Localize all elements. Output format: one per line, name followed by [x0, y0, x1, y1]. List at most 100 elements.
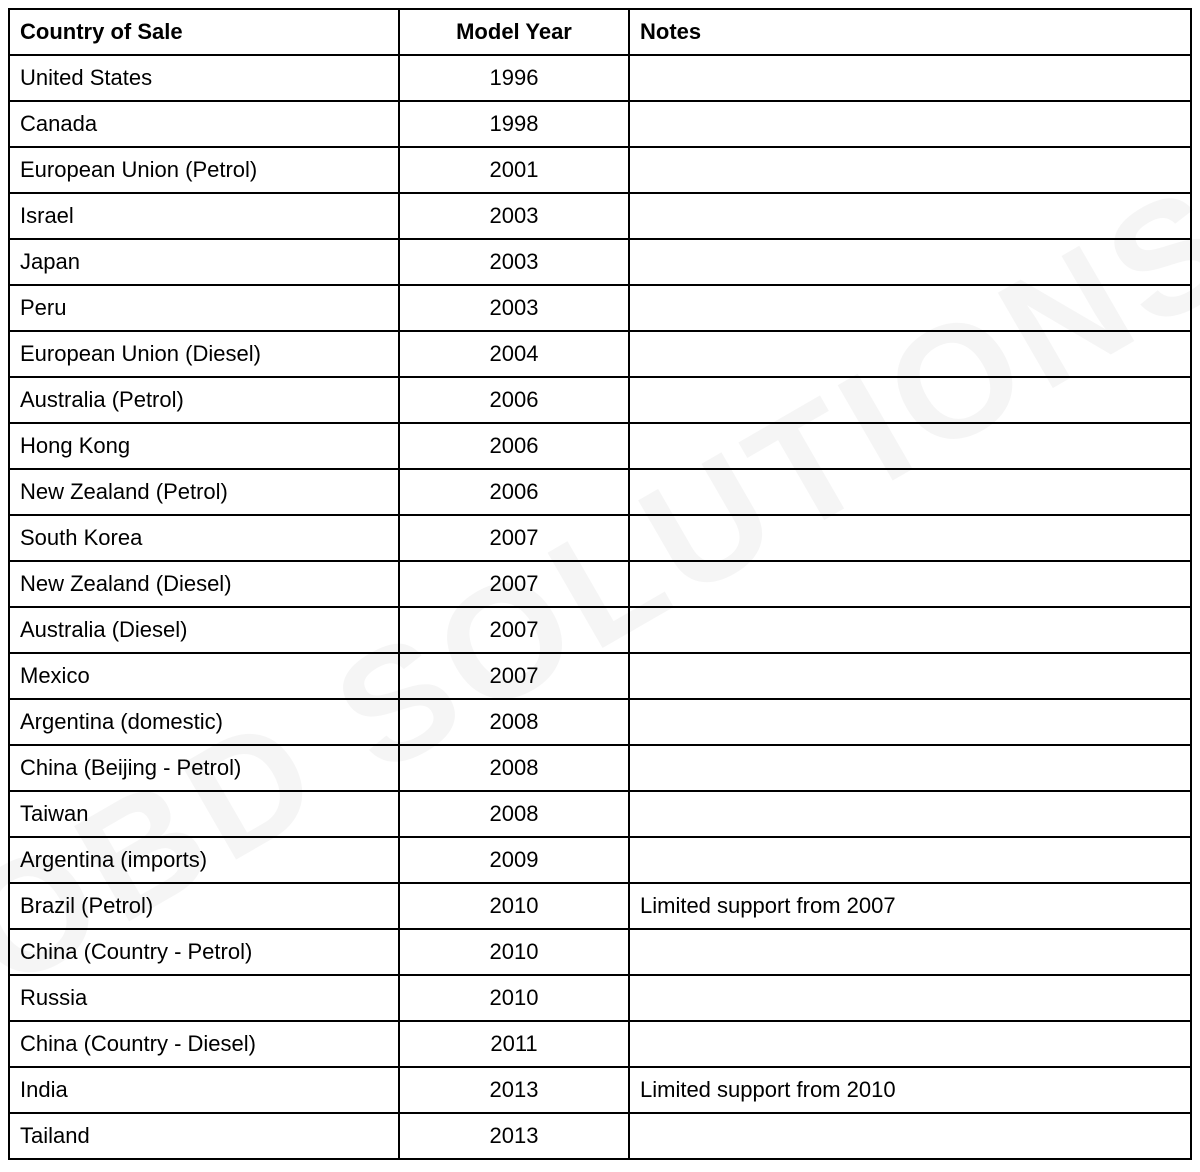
cell-year: 2007: [399, 515, 629, 561]
cell-country: European Union (Diesel): [9, 331, 399, 377]
table-row: China (Country - Petrol)2010: [9, 929, 1191, 975]
cell-country: United States: [9, 55, 399, 101]
cell-notes: [629, 147, 1191, 193]
table-row: Tailand2013: [9, 1113, 1191, 1159]
cell-country: New Zealand (Petrol): [9, 469, 399, 515]
cell-year: 2013: [399, 1067, 629, 1113]
table-row: Australia (Petrol)2006: [9, 377, 1191, 423]
table-row: Canada1998: [9, 101, 1191, 147]
cell-country: Argentina (domestic): [9, 699, 399, 745]
cell-year: 2006: [399, 423, 629, 469]
cell-country: Mexico: [9, 653, 399, 699]
table-row: Hong Kong2006: [9, 423, 1191, 469]
cell-notes: [629, 55, 1191, 101]
cell-year: 2007: [399, 561, 629, 607]
cell-year: 2008: [399, 745, 629, 791]
column-header-year: Model Year: [399, 9, 629, 55]
cell-notes: [629, 561, 1191, 607]
cell-year: 2010: [399, 975, 629, 1021]
cell-notes: [629, 377, 1191, 423]
cell-year: 2003: [399, 285, 629, 331]
table-row: New Zealand (Petrol)2006: [9, 469, 1191, 515]
table-row: China (Country - Diesel)2011: [9, 1021, 1191, 1067]
cell-notes: [629, 423, 1191, 469]
cell-notes: [629, 285, 1191, 331]
cell-year: 2007: [399, 607, 629, 653]
cell-year: 2006: [399, 377, 629, 423]
table-row: Brazil (Petrol)2010Limited support from …: [9, 883, 1191, 929]
cell-notes: [629, 515, 1191, 561]
table-row: Argentina (imports)2009: [9, 837, 1191, 883]
cell-year: 2010: [399, 883, 629, 929]
cell-year: 2009: [399, 837, 629, 883]
cell-year: 2003: [399, 193, 629, 239]
cell-notes: [629, 699, 1191, 745]
cell-notes: [629, 331, 1191, 377]
cell-country: Tailand: [9, 1113, 399, 1159]
cell-year: 2011: [399, 1021, 629, 1067]
table-row: Australia (Diesel)2007: [9, 607, 1191, 653]
cell-year: 2010: [399, 929, 629, 975]
table-row: European Union (Diesel)2004: [9, 331, 1191, 377]
obd-support-table: Country of Sale Model Year Notes United …: [8, 8, 1192, 1160]
cell-notes: [629, 101, 1191, 147]
cell-country: European Union (Petrol): [9, 147, 399, 193]
cell-year: 2006: [399, 469, 629, 515]
cell-country: Peru: [9, 285, 399, 331]
cell-notes: [629, 791, 1191, 837]
table-row: Taiwan2008: [9, 791, 1191, 837]
cell-notes: [629, 1113, 1191, 1159]
cell-country: Australia (Petrol): [9, 377, 399, 423]
table-row: United States1996: [9, 55, 1191, 101]
cell-country: Canada: [9, 101, 399, 147]
cell-country: Brazil (Petrol): [9, 883, 399, 929]
cell-year: 2007: [399, 653, 629, 699]
cell-notes: [629, 975, 1191, 1021]
table-row: European Union (Petrol)2001: [9, 147, 1191, 193]
cell-year: 2003: [399, 239, 629, 285]
cell-country: Taiwan: [9, 791, 399, 837]
table-row: Peru2003: [9, 285, 1191, 331]
cell-country: Argentina (imports): [9, 837, 399, 883]
table-row: Mexico2007: [9, 653, 1191, 699]
cell-country: Hong Kong: [9, 423, 399, 469]
cell-notes: [629, 193, 1191, 239]
table-row: Israel2003: [9, 193, 1191, 239]
cell-country: New Zealand (Diesel): [9, 561, 399, 607]
cell-country: China (Country - Petrol): [9, 929, 399, 975]
cell-year: 2008: [399, 699, 629, 745]
cell-notes: [629, 653, 1191, 699]
cell-notes: [629, 239, 1191, 285]
cell-notes: [629, 469, 1191, 515]
table-row: Japan2003: [9, 239, 1191, 285]
cell-country: South Korea: [9, 515, 399, 561]
cell-notes: [629, 1021, 1191, 1067]
cell-country: China (Country - Diesel): [9, 1021, 399, 1067]
cell-country: India: [9, 1067, 399, 1113]
table-row: India2013Limited support from 2010: [9, 1067, 1191, 1113]
table-row: South Korea2007: [9, 515, 1191, 561]
cell-year: 2013: [399, 1113, 629, 1159]
cell-notes: [629, 745, 1191, 791]
table-header-row: Country of Sale Model Year Notes: [9, 9, 1191, 55]
column-header-notes: Notes: [629, 9, 1191, 55]
cell-country: Israel: [9, 193, 399, 239]
table-row: New Zealand (Diesel)2007: [9, 561, 1191, 607]
cell-notes: [629, 607, 1191, 653]
cell-year: 2004: [399, 331, 629, 377]
cell-notes: [629, 837, 1191, 883]
cell-notes: [629, 929, 1191, 975]
cell-country: Japan: [9, 239, 399, 285]
table-row: Russia2010: [9, 975, 1191, 1021]
cell-year: 1998: [399, 101, 629, 147]
table-body: United States1996 Canada1998 European Un…: [9, 55, 1191, 1159]
column-header-country: Country of Sale: [9, 9, 399, 55]
cell-year: 2001: [399, 147, 629, 193]
cell-year: 1996: [399, 55, 629, 101]
cell-year: 2008: [399, 791, 629, 837]
table-row: China (Beijing - Petrol)2008: [9, 745, 1191, 791]
cell-country: Australia (Diesel): [9, 607, 399, 653]
cell-notes: Limited support from 2010: [629, 1067, 1191, 1113]
cell-notes: Limited support from 2007: [629, 883, 1191, 929]
table-row: Argentina (domestic)2008: [9, 699, 1191, 745]
